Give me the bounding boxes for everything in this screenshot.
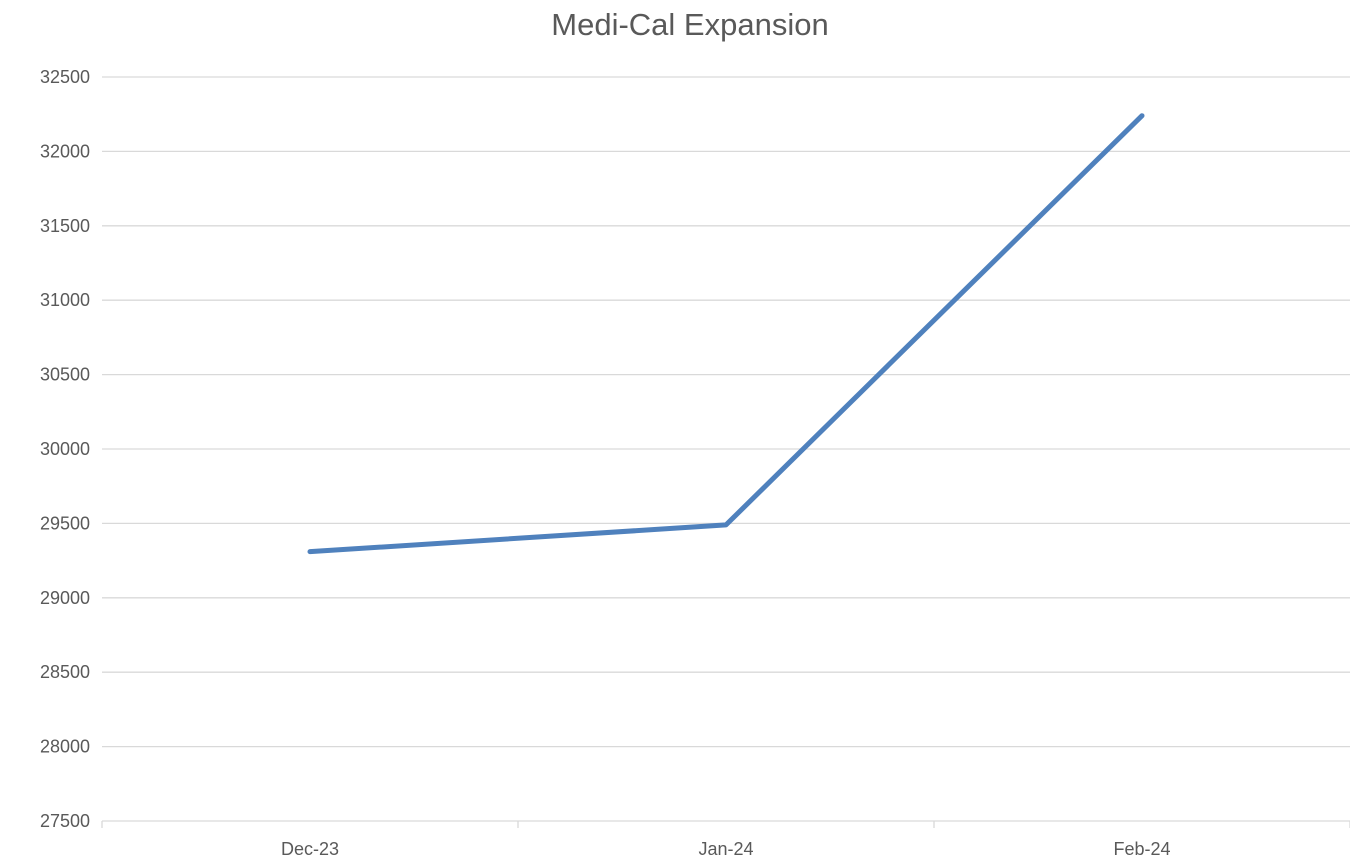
- x-tick-label: Feb-24: [1113, 839, 1170, 859]
- y-axis-tick-labels: 27500 28000 28500 29000 29500 30000 30500 31000…: [40, 67, 90, 831]
- y-tick-label: 32000: [40, 141, 90, 161]
- y-tick-label: 31500: [40, 216, 90, 236]
- y-tick-label: 32500: [40, 67, 90, 87]
- x-tick-label: Dec-23: [281, 839, 339, 859]
- series-line-0: [307, 113, 1145, 555]
- x-axis-tick-labels: Dec-23 Jan-24 Feb-24: [281, 839, 1171, 859]
- x-tick-label: Jan-24: [698, 839, 753, 859]
- y-tick-label: 30000: [40, 439, 90, 459]
- y-tick-label: 30500: [40, 365, 90, 385]
- y-tick-label: 28500: [40, 662, 90, 682]
- gridlines: [102, 76, 1350, 748]
- y-tick-label: 29000: [40, 588, 90, 608]
- y-tick-label: 28000: [40, 737, 90, 757]
- y-tick-label: 27500: [40, 811, 90, 831]
- y-tick-label: 31000: [40, 290, 90, 310]
- x-axis: [101, 820, 1350, 828]
- chart-title: Medi-Cal Expansion: [551, 7, 828, 42]
- series-lines: [307, 113, 1145, 555]
- y-tick-label: 29500: [40, 513, 90, 533]
